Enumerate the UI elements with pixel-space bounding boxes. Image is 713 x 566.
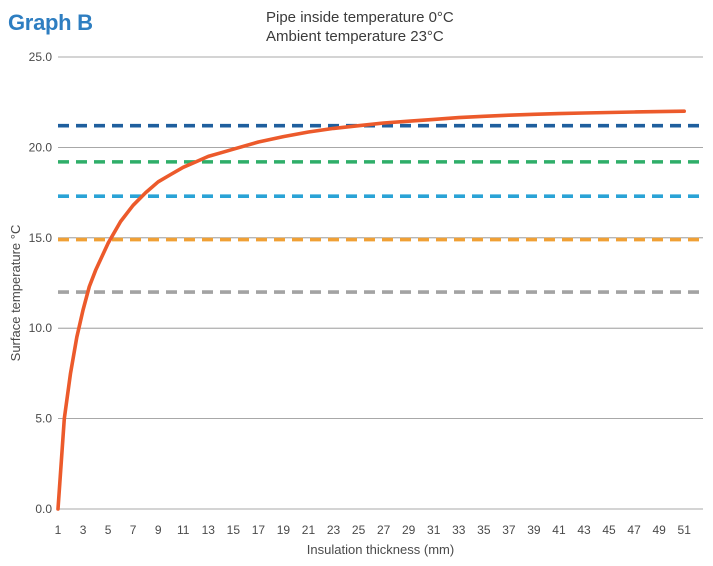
y-tick-label: 15.0	[29, 231, 53, 245]
x-tick-label: 13	[202, 523, 216, 537]
x-tick-label: 37	[502, 523, 516, 537]
y-tick-labels: 0.0 5.0 10.0 15.0 20.0 25.0	[29, 50, 53, 516]
x-tick-label: 23	[327, 523, 341, 537]
chart-title: Graph B	[8, 10, 93, 35]
subtitle-line-1: Pipe inside temperature 0°C	[266, 9, 454, 26]
x-tick-label: 27	[377, 523, 391, 537]
y-tick-label: 25.0	[29, 50, 53, 64]
x-tick-label: 17	[252, 523, 266, 537]
x-tick-labels: 1 3 5 7 9 11 13 15 17 19 21 23 25 27 29 31 33 35 37 39 41 43 4…	[55, 523, 692, 537]
gridlines	[58, 56, 703, 510]
x-tick-label: 11	[177, 523, 190, 537]
x-tick-label: 21	[302, 523, 316, 537]
surface-temperature-curve	[56, 109, 687, 511]
x-tick-label: 1	[55, 523, 62, 537]
x-tick-label: 25	[352, 523, 366, 537]
x-tick-label: 33	[452, 523, 466, 537]
x-tick-label: 35	[477, 523, 491, 537]
x-tick-label: 43	[577, 523, 591, 537]
x-tick-label: 29	[402, 523, 416, 537]
curve-layer	[56, 109, 687, 511]
y-tick-label: 5.0	[35, 412, 52, 426]
x-tick-label: 9	[155, 523, 162, 537]
y-tick-label: 20.0	[29, 140, 53, 154]
subtitle-line-2: Ambient temperature 23°C	[266, 28, 444, 45]
x-tick-label: 15	[227, 523, 241, 537]
chart-subtitle: Pipe inside temperature 0°C Ambient temp…	[266, 8, 454, 46]
x-tick-label: 39	[527, 523, 541, 537]
x-tick-label: 51	[678, 523, 692, 537]
x-tick-label: 7	[130, 523, 137, 537]
x-tick-label: 49	[652, 523, 666, 537]
y-tick-label: 10.0	[29, 321, 53, 335]
x-tick-label: 47	[627, 523, 641, 537]
x-axis-label: Insulation thickness (mm)	[307, 542, 454, 557]
y-axis-label: Surface temperature °C	[8, 225, 23, 362]
y-tick-label: 0.0	[35, 502, 52, 516]
x-tick-label: 5	[105, 523, 112, 537]
reference-lines	[58, 123, 703, 294]
x-tick-label: 45	[602, 523, 616, 537]
x-tick-label: 3	[80, 523, 87, 537]
x-tick-label: 31	[427, 523, 441, 537]
x-tick-label: 41	[552, 523, 566, 537]
x-tick-label: 19	[277, 523, 291, 537]
